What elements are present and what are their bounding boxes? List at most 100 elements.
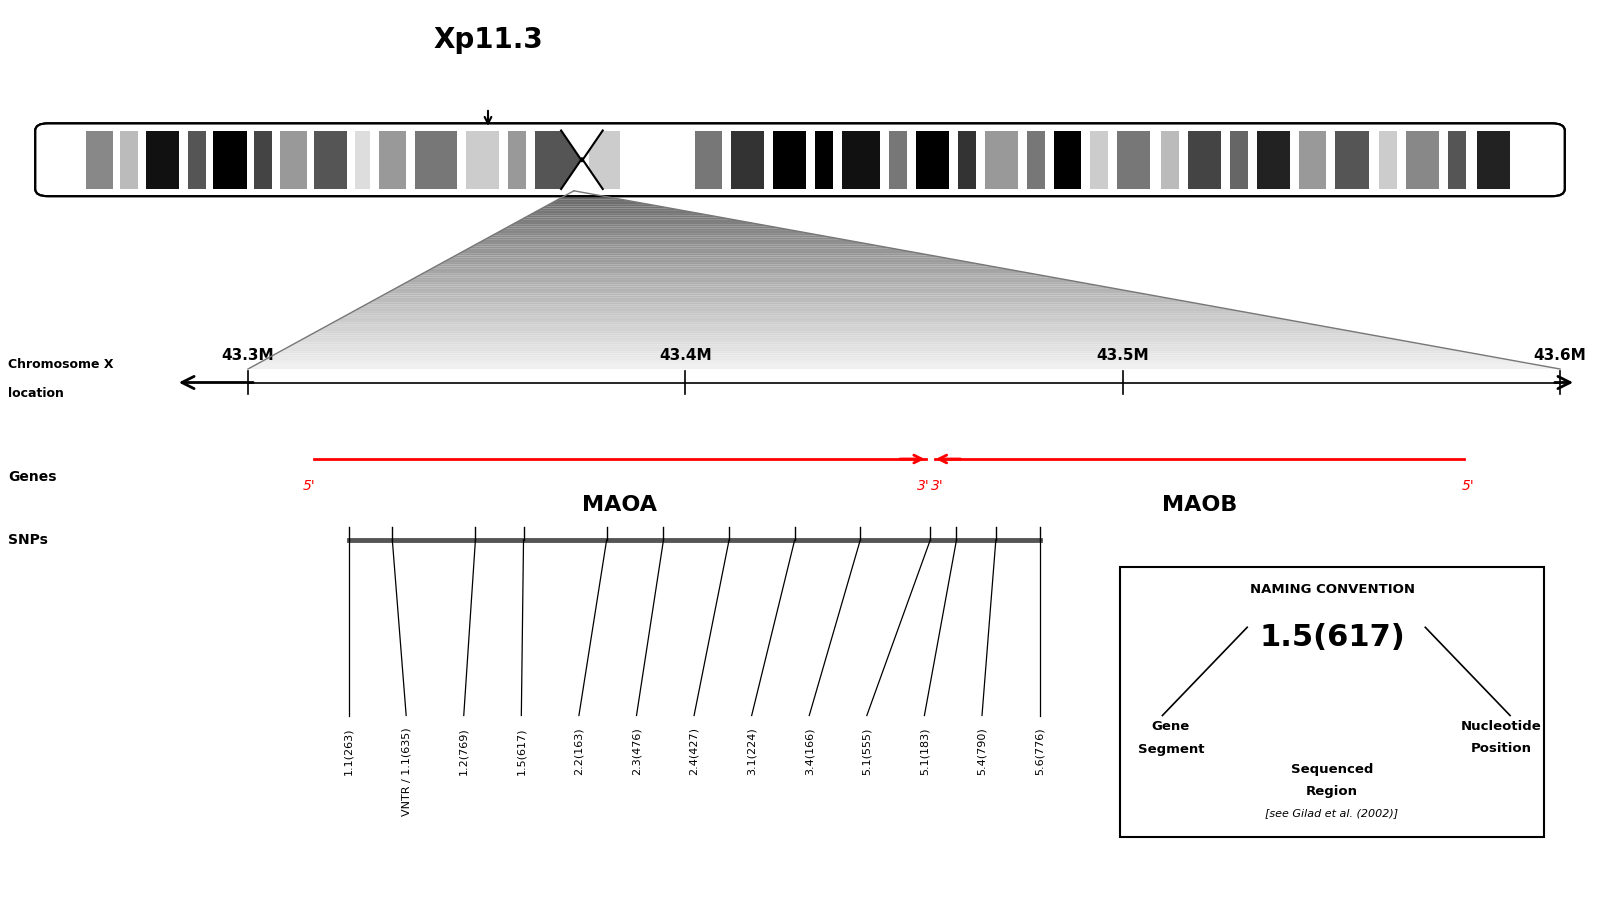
Bar bbox=[466, 130, 499, 189]
Text: 43.6M: 43.6M bbox=[1534, 347, 1586, 363]
Polygon shape bbox=[280, 349, 1461, 351]
Polygon shape bbox=[562, 158, 603, 189]
Bar bbox=[915, 130, 949, 189]
Text: Genes: Genes bbox=[8, 470, 56, 484]
Polygon shape bbox=[509, 224, 771, 227]
Polygon shape bbox=[435, 265, 994, 266]
Polygon shape bbox=[354, 309, 1240, 311]
Bar bbox=[1477, 130, 1510, 189]
Polygon shape bbox=[285, 346, 1450, 349]
Text: 1.2(769): 1.2(769) bbox=[459, 727, 469, 775]
Text: 3': 3' bbox=[917, 479, 930, 493]
Polygon shape bbox=[566, 193, 598, 195]
Text: MAOA: MAOA bbox=[582, 495, 658, 515]
Text: 43.4M: 43.4M bbox=[659, 347, 712, 363]
Text: 43.5M: 43.5M bbox=[1096, 347, 1149, 363]
Text: 5.6(776): 5.6(776) bbox=[1035, 727, 1045, 775]
Polygon shape bbox=[338, 318, 1290, 320]
Polygon shape bbox=[301, 338, 1400, 340]
Bar bbox=[1090, 130, 1109, 189]
Bar bbox=[1258, 130, 1290, 189]
FancyBboxPatch shape bbox=[1120, 567, 1544, 837]
Bar bbox=[1054, 130, 1082, 189]
Text: SNPs: SNPs bbox=[8, 533, 48, 547]
Polygon shape bbox=[362, 304, 1214, 307]
Bar bbox=[694, 130, 722, 189]
Bar bbox=[1336, 130, 1368, 189]
Bar bbox=[1448, 130, 1466, 189]
Text: [see Gilad et al. (2002)]: [see Gilad et al. (2002)] bbox=[1266, 808, 1398, 818]
Bar bbox=[379, 130, 406, 189]
Bar bbox=[355, 130, 370, 189]
Polygon shape bbox=[562, 130, 603, 161]
Text: Nucleotide: Nucleotide bbox=[1461, 720, 1542, 733]
Polygon shape bbox=[538, 209, 685, 211]
Polygon shape bbox=[322, 327, 1338, 328]
Bar bbox=[213, 130, 246, 189]
Bar bbox=[254, 130, 272, 189]
Text: 1.5(617): 1.5(617) bbox=[1259, 623, 1405, 652]
Polygon shape bbox=[480, 239, 858, 242]
Polygon shape bbox=[298, 340, 1413, 342]
Polygon shape bbox=[525, 215, 722, 218]
Polygon shape bbox=[309, 333, 1374, 336]
Text: 5.1(555): 5.1(555) bbox=[862, 727, 872, 775]
Polygon shape bbox=[293, 342, 1424, 345]
Polygon shape bbox=[261, 360, 1523, 363]
Polygon shape bbox=[485, 238, 845, 239]
Polygon shape bbox=[317, 328, 1350, 331]
Polygon shape bbox=[448, 257, 957, 260]
Polygon shape bbox=[467, 247, 894, 248]
Text: Region: Region bbox=[1306, 785, 1358, 797]
Text: Gene: Gene bbox=[1152, 720, 1190, 733]
Polygon shape bbox=[464, 248, 907, 251]
Bar bbox=[773, 130, 806, 189]
Bar bbox=[731, 130, 763, 189]
Text: 3': 3' bbox=[931, 479, 944, 493]
Polygon shape bbox=[398, 284, 1104, 286]
Polygon shape bbox=[253, 364, 1547, 367]
Bar bbox=[509, 130, 526, 189]
Bar bbox=[1027, 130, 1045, 189]
Polygon shape bbox=[422, 271, 1030, 274]
Polygon shape bbox=[570, 191, 586, 193]
Polygon shape bbox=[504, 227, 784, 229]
Bar bbox=[414, 130, 458, 189]
Polygon shape bbox=[488, 235, 832, 238]
Polygon shape bbox=[378, 295, 1165, 298]
Polygon shape bbox=[333, 320, 1301, 322]
Polygon shape bbox=[432, 266, 1005, 269]
Polygon shape bbox=[554, 200, 635, 202]
Text: VNTR / 1.1(635): VNTR / 1.1(635) bbox=[402, 727, 411, 815]
Text: 2.3(476): 2.3(476) bbox=[632, 727, 642, 775]
Polygon shape bbox=[501, 229, 795, 231]
Text: 43.3M: 43.3M bbox=[222, 347, 274, 363]
Polygon shape bbox=[549, 202, 648, 204]
Text: 5.1(183): 5.1(183) bbox=[920, 727, 930, 775]
Bar bbox=[986, 130, 1018, 189]
Polygon shape bbox=[451, 256, 944, 257]
Polygon shape bbox=[477, 242, 870, 244]
Text: 1.5(617): 1.5(617) bbox=[517, 727, 526, 775]
Polygon shape bbox=[562, 195, 611, 197]
Text: Position: Position bbox=[1470, 742, 1533, 755]
Text: 2.2(163): 2.2(163) bbox=[574, 727, 584, 775]
Bar bbox=[1379, 130, 1397, 189]
Text: 3.1(224): 3.1(224) bbox=[747, 727, 757, 775]
Polygon shape bbox=[248, 367, 1560, 369]
Bar bbox=[589, 130, 619, 189]
FancyBboxPatch shape bbox=[35, 123, 1565, 196]
Bar bbox=[536, 130, 581, 189]
Polygon shape bbox=[387, 291, 1141, 293]
Bar bbox=[1230, 130, 1248, 189]
Text: MAOB: MAOB bbox=[1162, 495, 1237, 515]
Polygon shape bbox=[370, 300, 1190, 302]
Text: 1.1(263): 1.1(263) bbox=[344, 727, 354, 775]
Bar bbox=[1117, 130, 1150, 189]
Bar bbox=[888, 130, 907, 189]
Text: 5.4(790): 5.4(790) bbox=[978, 727, 987, 775]
Polygon shape bbox=[533, 211, 698, 213]
Polygon shape bbox=[264, 358, 1510, 360]
Polygon shape bbox=[358, 307, 1227, 309]
Text: Xp11.3: Xp11.3 bbox=[434, 26, 542, 55]
